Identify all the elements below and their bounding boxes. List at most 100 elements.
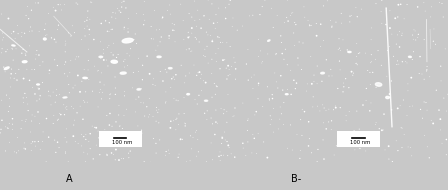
Point xyxy=(316,109,323,112)
Point xyxy=(353,63,361,66)
Point xyxy=(401,133,408,136)
Point xyxy=(6,122,13,125)
Point xyxy=(287,69,294,72)
Point xyxy=(82,138,90,141)
Point xyxy=(100,48,107,51)
Point xyxy=(289,11,297,14)
Point xyxy=(196,40,203,44)
Point xyxy=(163,150,170,153)
Point xyxy=(147,25,155,28)
Point xyxy=(74,74,82,77)
Point xyxy=(124,64,131,67)
Point xyxy=(221,131,228,134)
Point xyxy=(112,75,119,78)
Point xyxy=(192,36,199,39)
Point xyxy=(35,30,43,33)
Point xyxy=(139,78,146,81)
Point xyxy=(320,121,327,124)
Point xyxy=(90,38,97,41)
Point xyxy=(85,140,92,143)
Point xyxy=(305,120,312,123)
Point xyxy=(62,106,69,109)
Point xyxy=(215,47,222,50)
Point xyxy=(350,72,357,75)
Point xyxy=(23,96,30,99)
Point xyxy=(392,17,399,20)
Point xyxy=(183,160,190,163)
Point xyxy=(400,98,407,101)
Point xyxy=(125,17,132,20)
Point xyxy=(211,27,219,30)
Ellipse shape xyxy=(120,72,126,74)
Point xyxy=(186,159,194,162)
Point xyxy=(105,138,112,141)
Point xyxy=(313,22,320,25)
Point xyxy=(43,160,50,163)
Point xyxy=(135,57,142,60)
Point xyxy=(410,50,417,53)
Point xyxy=(72,140,79,143)
Point xyxy=(245,79,252,82)
Point xyxy=(9,48,16,51)
Point xyxy=(423,109,431,112)
Point xyxy=(34,88,42,91)
Point xyxy=(301,16,308,19)
Point xyxy=(103,59,110,62)
Point xyxy=(408,154,415,157)
Point xyxy=(84,152,91,155)
Point xyxy=(90,157,97,160)
Point xyxy=(426,75,433,78)
Point xyxy=(201,14,208,17)
Point xyxy=(79,118,86,121)
Point xyxy=(428,5,435,8)
Point xyxy=(6,141,13,144)
Point xyxy=(288,12,295,15)
Point xyxy=(118,6,125,9)
Point xyxy=(85,48,92,51)
Point xyxy=(0,66,7,69)
Point xyxy=(87,1,95,4)
Point xyxy=(172,99,180,102)
Point xyxy=(170,97,177,100)
Point xyxy=(65,161,72,164)
Point xyxy=(340,38,347,41)
Point xyxy=(97,40,104,43)
Point xyxy=(185,36,192,39)
Point xyxy=(62,42,69,45)
Point xyxy=(63,127,70,130)
Point xyxy=(177,138,184,141)
Point xyxy=(1,70,9,73)
Point xyxy=(55,24,62,27)
Point xyxy=(91,65,98,68)
Point xyxy=(120,157,127,160)
Point xyxy=(220,108,228,111)
Point xyxy=(47,94,54,97)
Point xyxy=(53,88,60,91)
Point xyxy=(305,144,312,147)
Point xyxy=(325,120,332,124)
Point xyxy=(207,34,214,37)
Point xyxy=(249,133,256,136)
Point xyxy=(77,105,84,108)
Point xyxy=(378,0,385,2)
Point xyxy=(22,118,30,121)
Point xyxy=(68,105,75,108)
Point xyxy=(32,58,39,61)
Point xyxy=(21,141,28,144)
Point xyxy=(298,134,306,137)
Point xyxy=(422,101,430,104)
Point xyxy=(217,41,224,44)
Point xyxy=(338,22,345,25)
Point xyxy=(45,90,52,93)
Point xyxy=(69,86,77,89)
Point xyxy=(114,7,121,10)
Ellipse shape xyxy=(22,61,27,63)
Point xyxy=(386,27,393,30)
Point xyxy=(70,135,77,138)
Point xyxy=(159,16,166,19)
Point xyxy=(166,3,173,6)
Point xyxy=(340,85,347,88)
Point xyxy=(214,21,221,24)
Point xyxy=(35,140,42,143)
Point xyxy=(385,145,392,148)
